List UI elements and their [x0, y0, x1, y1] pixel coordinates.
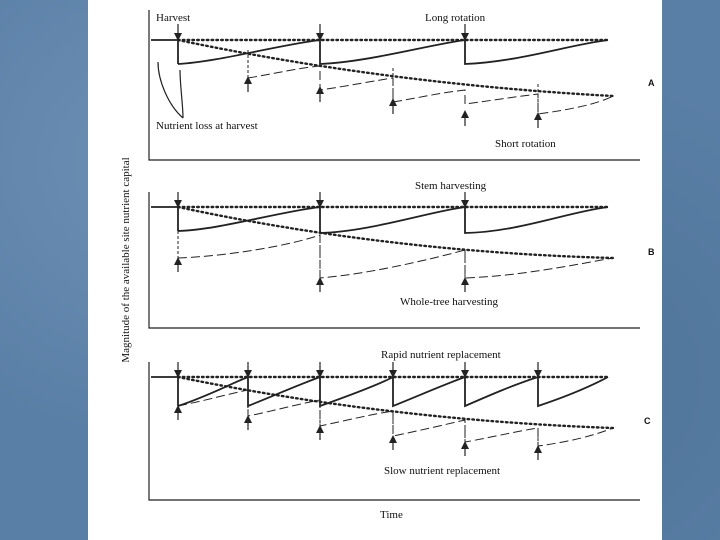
- panel-label-b: B: [648, 247, 655, 257]
- panel-c-harvest-arrows: [174, 362, 542, 378]
- label-long-rotation: Long rotation: [425, 12, 486, 24]
- panel-b-recovery-arrows: [174, 257, 469, 292]
- panel-a-initial-level: [151, 39, 179, 64]
- panel-a: Harvest Long rotation Nutrient loss at h…: [148, 10, 655, 161]
- panel-a-short-rotation-trend: [176, 38, 615, 98]
- panel-b-stem-harvesting-curve: [177, 205, 609, 234]
- panel-b-whole-tree-curve: [177, 234, 614, 279]
- label-stem-harvesting: Stem harvesting: [415, 180, 487, 192]
- panel-a-recovery-arrows: [244, 76, 542, 128]
- panel-b: Stem harvesting Whole-tree harvesting B: [148, 180, 655, 329]
- panel-b-axes: [148, 192, 640, 329]
- panel-c-axes: [148, 362, 640, 501]
- label-whole-tree-harvesting: Whole-tree harvesting: [400, 296, 499, 308]
- panel-c: Rapid nutrient replacement Slow nutrient…: [148, 349, 651, 501]
- panel-a-long-rotation-curve: [177, 38, 609, 65]
- panel-b-whole-tree-trend: [176, 205, 615, 260]
- label-nutrient-loss: Nutrient loss at harvest: [156, 120, 258, 132]
- panel-b-initial-level: [151, 206, 179, 231]
- panel-label-a: A: [648, 78, 655, 88]
- x-axis-label: Time: [380, 509, 403, 521]
- panel-b-harvest-arrows: [174, 192, 469, 208]
- panel-c-recovery-arrows: [174, 405, 542, 460]
- slide: Magnitude of the available site nutrient…: [88, 0, 662, 540]
- panel-a-axes: [148, 10, 640, 161]
- label-slow-replacement: Slow nutrient replacement: [384, 465, 500, 477]
- panel-label-c: C: [644, 416, 651, 426]
- panel-c-initial-level: [151, 376, 179, 406]
- panel-a-harvest-arrows: [174, 24, 469, 41]
- panel-a-short-rotation-curve: [247, 65, 614, 115]
- panel-c-slow-trend: [176, 375, 615, 430]
- label-rapid-replacement: Rapid nutrient replacement: [381, 349, 501, 361]
- label-harvest: Harvest: [156, 12, 190, 24]
- label-short-rotation: Short rotation: [495, 138, 556, 150]
- panel-c-slow-replacement-curve: [177, 389, 614, 447]
- y-axis-label: Magnitude of the available site nutrient…: [120, 157, 132, 362]
- nutrient-capital-figure: Magnitude of the available site nutrient…: [120, 10, 655, 521]
- panel-a-loss-leader: [157, 61, 184, 119]
